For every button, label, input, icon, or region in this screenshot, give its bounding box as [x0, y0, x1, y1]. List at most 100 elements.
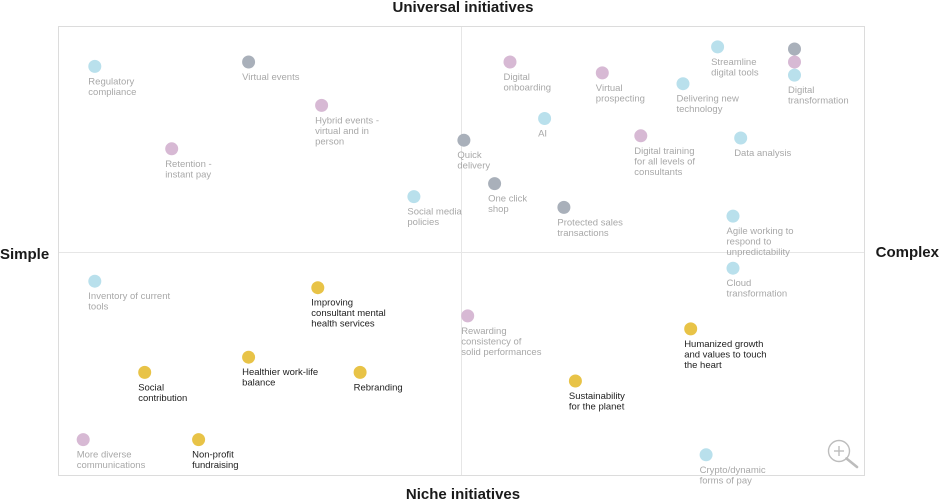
point-label-line: digital tools — [711, 67, 759, 78]
point-label-line: More diverse — [77, 450, 132, 461]
point-label-line: Cloud — [727, 278, 752, 289]
point-label-line: fundraising — [192, 460, 238, 471]
point-label-line: onboarding — [504, 83, 552, 94]
point-marker[interactable] — [88, 59, 102, 73]
point-marker[interactable] — [407, 190, 421, 204]
point-social-contribution: Social contribution — [138, 365, 187, 404]
point-marker[interactable] — [192, 433, 206, 447]
point-label: Healthier work-life balance — [242, 367, 318, 389]
point-marker[interactable] — [726, 261, 740, 275]
point-regulatory-compliance: Regulatory compliance — [88, 59, 136, 98]
points-layer: Regulatory compliance Virtual events Hybrid… — [76, 40, 849, 487]
point-label-line: and values to touch — [684, 349, 766, 360]
point-label: Humanized growth and values to touch the h… — [684, 339, 766, 371]
point-label-line: Protected sales — [557, 217, 623, 228]
point-label: Data analysis — [734, 148, 791, 159]
right-quadrant-label: Complex — [876, 244, 940, 261]
point-label-line: Hybrid events - — [315, 115, 379, 126]
point-label-line: contribution — [138, 393, 187, 404]
point-label-line: One click — [488, 194, 527, 205]
point-label: AI — [538, 129, 547, 140]
point-label-line: delivery — [457, 161, 490, 172]
point-marker[interactable] — [242, 55, 256, 69]
point-label-line: Retention - — [165, 159, 211, 170]
point-marker[interactable] — [242, 350, 256, 364]
point-label-line: Digital training — [634, 146, 694, 157]
point-marker[interactable] — [165, 142, 179, 156]
point-quick-delivery: Quick delivery — [457, 133, 490, 172]
point-crypto-dynamic-forms-of-pay: Crypto/dynamic forms of pay — [699, 448, 766, 487]
point-marker[interactable] — [353, 365, 367, 379]
point-label-line: Regulatory — [88, 76, 134, 87]
point-marker[interactable] — [538, 112, 552, 125]
point-label-line: unpredictability — [727, 247, 791, 258]
point-label-line: Humanized growth — [684, 339, 763, 350]
point-label-line: Virtual — [596, 83, 623, 94]
point-data-analysis: Data analysis — [734, 131, 791, 159]
point-label: More diverse communications — [77, 450, 146, 472]
point-marker[interactable] — [315, 98, 329, 112]
point-label: Streamline digital tools — [711, 57, 759, 79]
point-digital-onboarding: Digital onboarding — [503, 55, 552, 94]
point-digital-transformation-gray-marker — [788, 42, 801, 56]
point-label-line: compliance — [88, 87, 136, 98]
point-label-line: Delivering new — [677, 94, 739, 105]
point-marker[interactable] — [595, 66, 609, 80]
point-marker[interactable] — [568, 374, 582, 388]
point-one-click-shop: One click shop — [488, 177, 527, 215]
point-label-line: transformation — [727, 289, 788, 300]
point-label: Improving consultant mental health service… — [311, 298, 385, 330]
point-label-line: forms of pay — [700, 475, 753, 486]
point-label-line: Improving — [311, 298, 353, 309]
zoom-in-icon[interactable] — [827, 439, 859, 469]
point-label-line: consistency of — [461, 336, 522, 347]
point-label: Digital transformation — [788, 85, 849, 107]
point-label-line: Healthier work-life — [242, 367, 318, 378]
point-healthier-work-life-balance: Healthier work-life balance — [242, 350, 318, 389]
point-label-line: for the planet — [569, 402, 625, 413]
point-marker[interactable] — [634, 129, 648, 143]
point-label-line: consultant mental — [311, 308, 385, 319]
bottom-quadrant-label: Niche initiatives — [406, 486, 520, 503]
point-label: Delivering new technology — [677, 94, 739, 116]
point-digital-training-for-all-levels-of-consultants: Digital training for all levels of consult… — [634, 129, 695, 178]
point-cloud-transformation: Cloud transformation — [726, 261, 788, 300]
point-marker[interactable] — [699, 448, 713, 462]
point-label-line: Non-profit — [192, 450, 234, 461]
point-label: Protected sales transactions — [557, 217, 623, 239]
point-marker[interactable] — [557, 200, 571, 214]
point-label-line: Rebranding — [354, 382, 403, 393]
point-digital-transformation-lilac-marker — [788, 55, 801, 69]
point-label-line: Inventory of current — [88, 291, 170, 302]
point-label: One click shop — [488, 194, 527, 216]
point-label-line: Streamline — [711, 57, 756, 68]
point-marker[interactable] — [76, 433, 90, 447]
point-label-line: Virtual events — [242, 72, 300, 83]
point-label-line: prospecting — [596, 93, 645, 104]
point-marker[interactable] — [676, 77, 690, 91]
point-label-line: respond to — [727, 237, 772, 248]
point-marker[interactable] — [503, 55, 517, 69]
point-marker[interactable] — [88, 274, 102, 288]
point-label: Hybrid events -virtual and in person — [315, 115, 379, 147]
point-marker[interactable] — [788, 55, 801, 69]
point-label: Crypto/dynamic forms of pay — [700, 465, 766, 487]
point-more-diverse-communications: More diverse communications — [76, 433, 146, 472]
point-agile-working-to-respond-to-unpredictability: Agile working to respond to unpredictabili… — [726, 209, 794, 258]
point-marker[interactable] — [311, 281, 325, 295]
point-marker[interactable] — [711, 40, 725, 54]
point-marker[interactable] — [488, 177, 502, 191]
point-marker[interactable] — [726, 209, 740, 223]
point-marker[interactable] — [788, 42, 801, 56]
point-label: Virtual prospecting — [596, 83, 645, 105]
point-marker[interactable] — [734, 131, 748, 145]
point-non-profit-fundraising: Non-profit fundraising — [192, 433, 239, 471]
point-marker[interactable] — [457, 133, 471, 147]
point-marker[interactable] — [684, 322, 698, 336]
point-label: Rebranding — [354, 382, 403, 393]
point-ai: AI — [538, 112, 552, 140]
point-marker[interactable] — [461, 309, 475, 323]
point-marker[interactable] — [138, 365, 152, 379]
point-marker[interactable] — [788, 68, 801, 82]
point-humanized-growth-and-values-to-touch-the-heart: Humanized growth and values to touch the h… — [684, 322, 767, 371]
